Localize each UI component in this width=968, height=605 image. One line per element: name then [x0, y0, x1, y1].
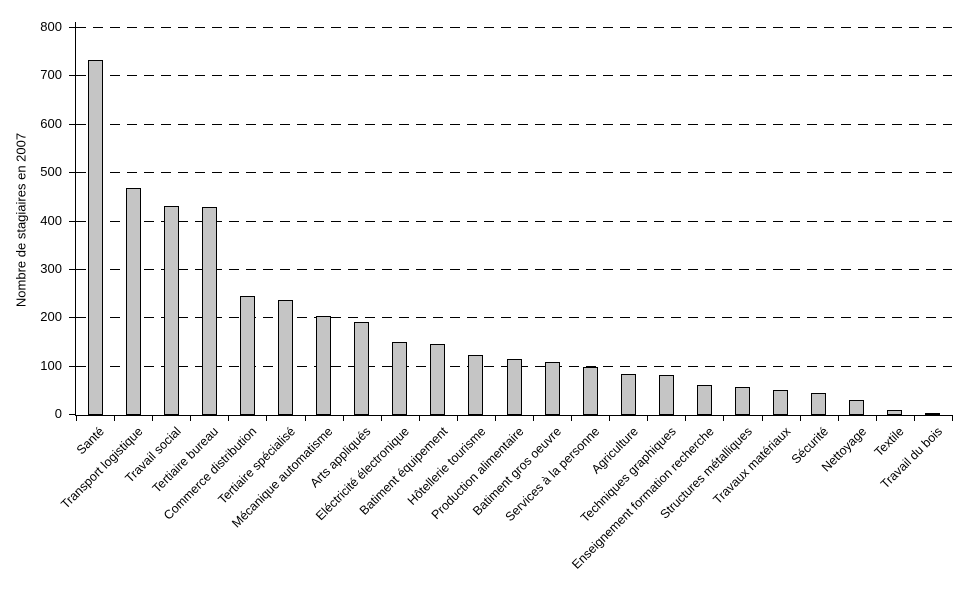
y-tick-mark	[69, 75, 76, 77]
bar-Hôtellerie tourisme	[468, 355, 483, 415]
x-tick-mark	[533, 415, 534, 421]
y-tick-mark	[69, 317, 76, 319]
bar-Batiment gros oeuvre	[545, 362, 560, 415]
bar-Arts appliqués	[354, 322, 369, 415]
bar-Commerce distribution	[240, 296, 255, 415]
x-tick-mark	[914, 415, 915, 421]
gridline-500	[76, 172, 952, 174]
y-tick-label: 500	[40, 164, 62, 180]
x-category-label: Enseignement formation recherche	[569, 424, 717, 572]
y-tick-mark	[69, 414, 76, 415]
bar-Eléctricité électronique	[392, 342, 407, 415]
x-tick-mark	[76, 415, 77, 421]
y-tick-label: 400	[40, 212, 62, 228]
x-tick-mark	[495, 415, 496, 421]
y-tick-label: 600	[40, 115, 62, 131]
gridline-300	[76, 268, 952, 270]
x-tick-mark	[152, 415, 153, 421]
bar-Mécanique automatisme	[316, 316, 331, 415]
bar-Structures métalliques	[735, 387, 750, 415]
y-tick-label: 100	[40, 357, 62, 373]
bar-Enseignement formation recherche	[697, 385, 712, 415]
bar-Travail social	[164, 206, 179, 415]
gridline-400	[76, 220, 952, 222]
y-tick-mark	[69, 365, 76, 367]
gridline-200	[76, 317, 952, 319]
x-tick-mark	[419, 415, 420, 421]
plot-area	[69, 22, 953, 421]
bar-Agriculture	[621, 374, 636, 415]
y-tick-mark	[69, 268, 76, 270]
bar-Santé	[88, 60, 103, 415]
y-tick-mark	[69, 123, 76, 125]
y-tick-label: 800	[40, 19, 62, 34]
x-tick-mark	[685, 415, 686, 421]
x-category-label: Textile	[872, 424, 908, 460]
bar-Techniques graphiques	[659, 375, 674, 415]
bar-Tertiaire bureau	[202, 207, 217, 415]
x-tick-mark	[343, 415, 344, 421]
gridline-600	[76, 123, 952, 125]
y-tick-mark	[69, 27, 76, 28]
x-tick-mark	[266, 415, 267, 421]
x-tick-mark	[876, 415, 877, 421]
bar-Transport logistique	[126, 188, 141, 415]
x-category-label: Santé	[74, 424, 108, 458]
x-tick-mark	[457, 415, 458, 421]
y-tick-label: 0	[54, 406, 62, 421]
y-tick-label: 200	[40, 309, 62, 325]
x-tick-mark	[952, 415, 953, 421]
bar-Production alimentaire	[507, 359, 522, 415]
x-tick-mark	[723, 415, 724, 421]
bar-Travaux matériaux	[773, 390, 788, 415]
gridline-700	[76, 75, 952, 77]
x-tick-mark	[762, 415, 763, 421]
x-tick-mark	[609, 415, 610, 421]
x-tick-mark	[838, 415, 839, 421]
x-tick-mark	[647, 415, 648, 421]
y-tick-mark	[69, 172, 76, 174]
x-tick-mark	[381, 415, 382, 421]
x-tick-mark	[800, 415, 801, 421]
bar-Textile	[887, 410, 902, 415]
y-tick-label: 700	[40, 67, 62, 83]
x-tick-mark	[571, 415, 572, 421]
bar-Batiment équipement	[430, 344, 445, 415]
gridline-800	[76, 27, 952, 28]
x-tick-mark	[114, 415, 115, 421]
bar-Sécurité	[811, 393, 826, 415]
x-tick-mark	[305, 415, 306, 421]
x-tick-mark	[228, 415, 229, 421]
y-tick-label: 300	[40, 260, 62, 276]
bar-Travail du bois	[925, 413, 940, 415]
x-tick-mark	[190, 415, 191, 421]
x-category-label: Travaux matériaux	[710, 424, 793, 508]
y-tick-mark	[69, 220, 76, 222]
bar-Nettoyage	[849, 400, 864, 415]
bar-Services à la personne	[583, 367, 598, 415]
bar-Tertiaire spécialisé	[278, 300, 293, 415]
